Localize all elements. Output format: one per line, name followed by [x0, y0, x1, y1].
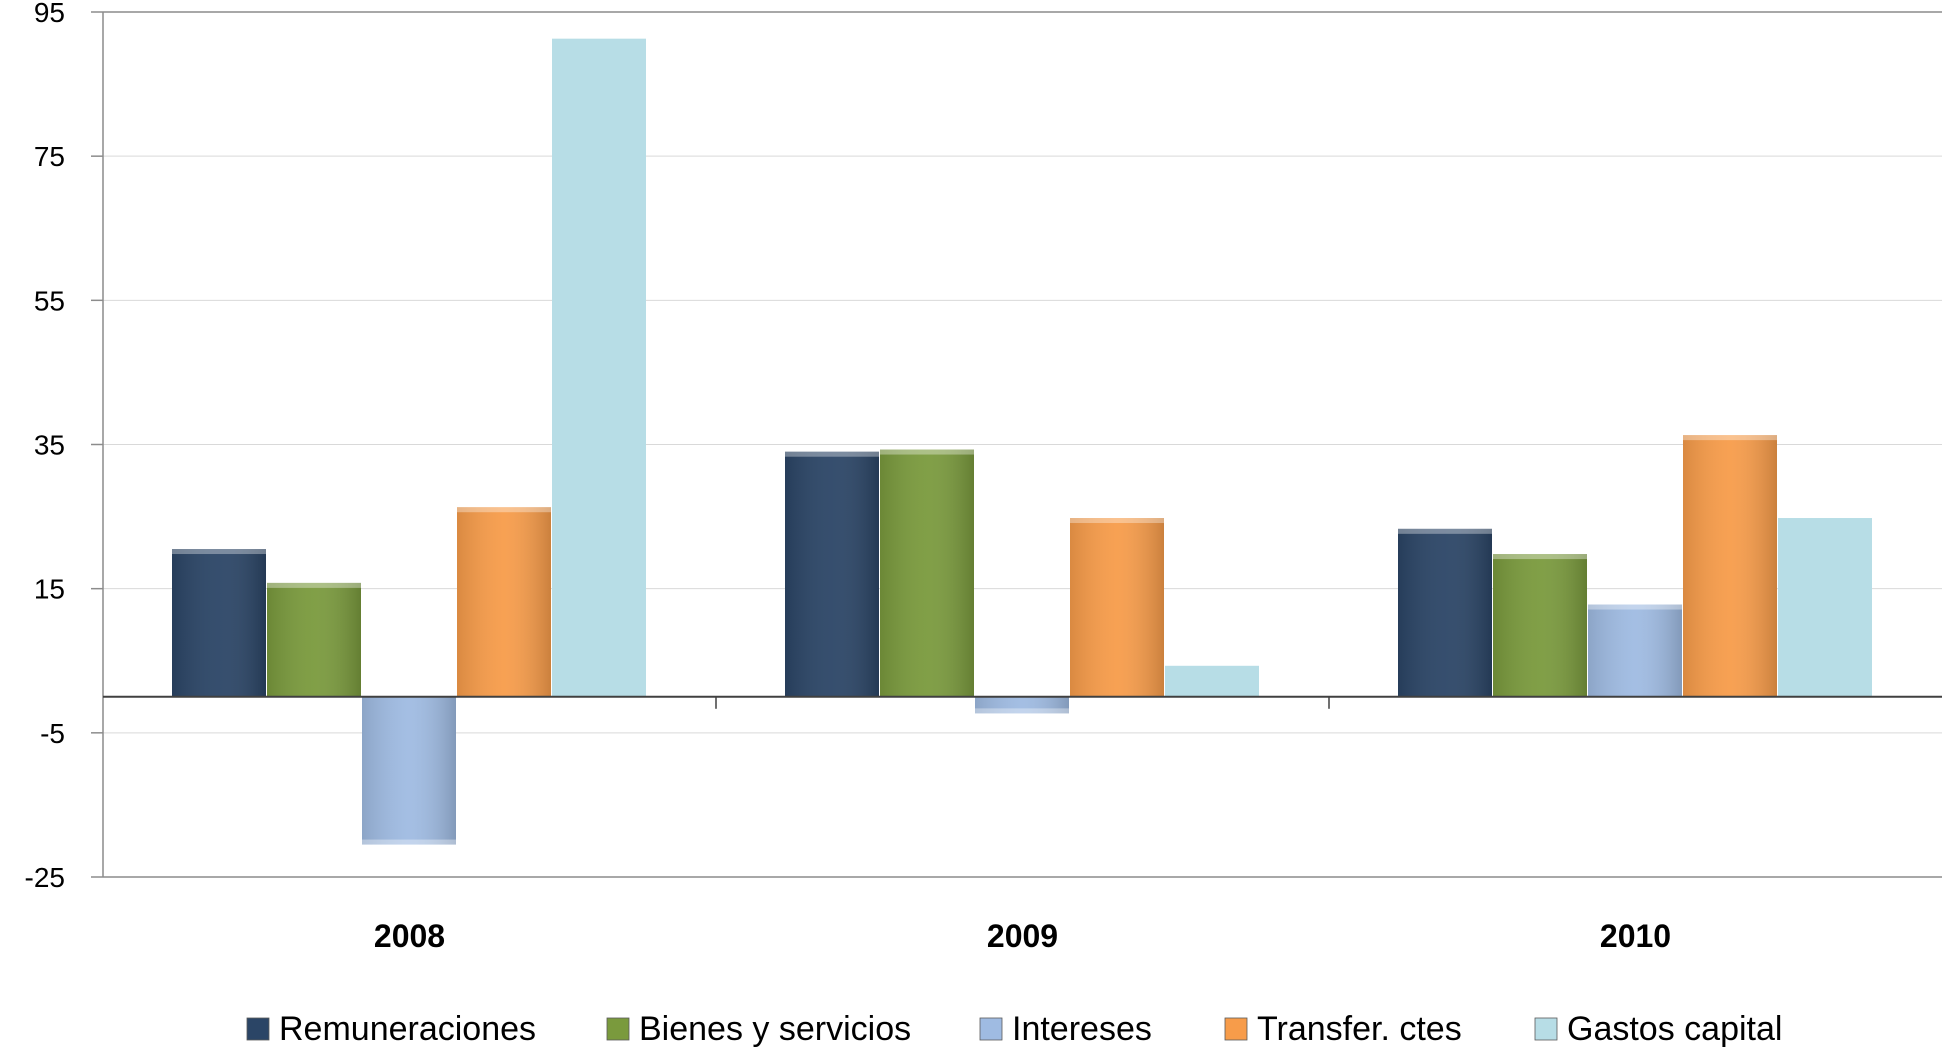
legend-label: Intereses — [1012, 1010, 1152, 1048]
bar-bevel — [362, 839, 456, 845]
bar-shading — [1683, 435, 1777, 697]
bar-shading — [1398, 528, 1492, 697]
bar-bevel — [975, 708, 1069, 714]
y-tick-label: 75 — [34, 141, 65, 172]
bar-shading — [975, 696, 1069, 714]
bar-shading — [362, 696, 456, 845]
bar-bevel — [1398, 528, 1492, 534]
legend-swatch — [606, 1017, 630, 1041]
bar-bevel — [457, 507, 551, 513]
bar-shading — [267, 582, 361, 697]
x-category-label: 2010 — [1600, 918, 1671, 954]
legend-swatch — [1224, 1017, 1248, 1041]
bar-bevel — [785, 451, 879, 457]
legend-label: Bienes y servicios — [639, 1010, 911, 1048]
x-category-label: 2009 — [987, 918, 1058, 954]
y-tick-label: 95 — [34, 0, 65, 28]
bar-shading — [172, 549, 266, 697]
bar-bevel — [1588, 604, 1682, 610]
bar-bevel — [1683, 435, 1777, 441]
axes — [91, 11, 1942, 878]
legend-label: Transfer. ctes — [1257, 1010, 1462, 1048]
bar — [552, 38, 646, 697]
y-tick-label: 35 — [34, 430, 65, 461]
bar-bevel — [880, 449, 974, 455]
bar — [1778, 518, 1872, 697]
legend-swatch — [1534, 1017, 1558, 1041]
legend-label: Remuneraciones — [279, 1010, 536, 1048]
legend-swatch — [246, 1017, 270, 1041]
legend: Remuneraciones Bienes y servicios Interese… — [246, 1010, 1782, 1048]
x-category-label: 2008 — [374, 918, 445, 954]
bar-bevel — [267, 582, 361, 588]
bar-bevel — [172, 549, 266, 555]
y-tick-label: 15 — [34, 574, 65, 605]
bar-shading — [1588, 604, 1682, 697]
bar-shading — [1070, 518, 1164, 697]
bar — [1165, 665, 1259, 697]
legend-label: Gastos capital — [1567, 1010, 1782, 1048]
legend-swatch — [979, 1017, 1003, 1041]
bar-bevel — [1070, 518, 1164, 524]
bars — [172, 38, 1872, 845]
bar-shading — [1493, 554, 1587, 697]
y-tick-label: 55 — [34, 285, 65, 316]
bar-bevel — [1493, 554, 1587, 560]
y-tick-label: -25 — [25, 862, 65, 893]
y-tick-label: -5 — [40, 718, 65, 749]
axis-labels: 95 75 55 35 15 -5 -25 2008 2009 2010 — [25, 0, 1672, 954]
bar-shading — [785, 451, 879, 697]
bar-shading — [880, 449, 974, 697]
bar-shading — [457, 507, 551, 697]
